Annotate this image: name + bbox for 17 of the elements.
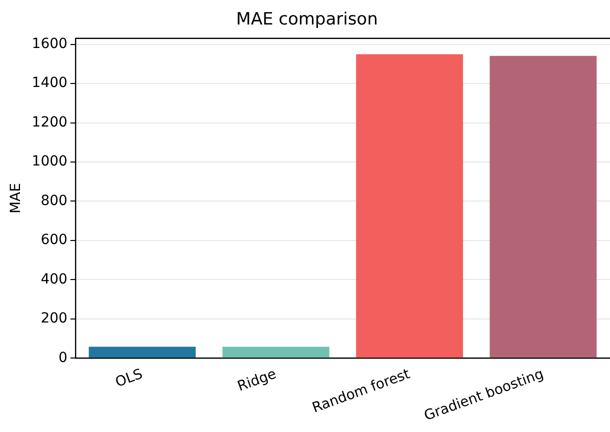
bar (490, 56, 597, 358)
y-tick-label: 1200 (32, 114, 68, 130)
chart-title: MAE comparison (236, 10, 378, 30)
bar (356, 54, 463, 358)
y-tick-label: 200 (40, 310, 68, 327)
x-tick-label: Ridge (235, 366, 279, 395)
y-tick-label: 1400 (32, 75, 68, 92)
y-tick-label: 400 (40, 271, 68, 288)
y-tick-label: 1000 (32, 154, 68, 170)
y-axis-title: MAE (8, 183, 24, 214)
y-tick-label: 1600 (32, 36, 68, 52)
bar (88, 346, 196, 358)
bar (222, 346, 330, 358)
y-tick-label: 600 (40, 232, 68, 248)
y-tick-label: 0 (58, 350, 68, 366)
x-tick-label: OLS (113, 366, 145, 391)
y-tick-label: 800 (40, 192, 68, 209)
